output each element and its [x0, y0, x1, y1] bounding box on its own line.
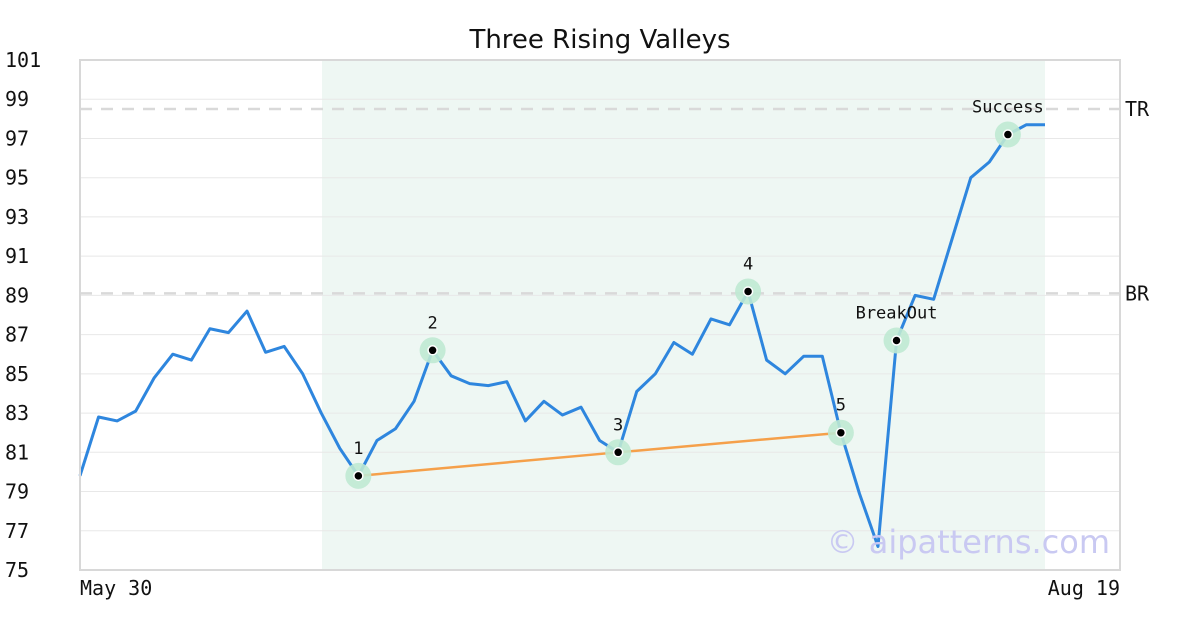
- y-tick-label: 79: [5, 480, 29, 504]
- reference-label: TR: [1125, 97, 1150, 121]
- x-tick-label-start: May 30: [80, 576, 152, 600]
- marker-label: 1: [353, 439, 363, 459]
- y-tick-label: 77: [5, 519, 29, 543]
- y-tick-label: 99: [5, 87, 29, 111]
- x-tick-label-end: Aug 19: [1048, 576, 1120, 600]
- y-tick-label: 89: [5, 283, 29, 307]
- y-tick-label: 81: [5, 440, 29, 464]
- marker-point: [835, 427, 847, 438]
- y-tick-label: 85: [5, 362, 29, 386]
- marker-point: [427, 345, 438, 356]
- marker-label: BreakOut: [856, 304, 938, 324]
- pattern-markers: 1 2 3 4 5 BreakOut Success: [345, 98, 1044, 489]
- marker-label: 2: [427, 313, 437, 333]
- pattern-window: [322, 60, 1045, 570]
- marker-label: 3: [613, 415, 623, 435]
- y-tick-label: 101: [5, 48, 41, 72]
- marker-point: [612, 447, 624, 458]
- y-axis-ticks: 75 77 79 81 83 85 87 89 91 93 95 97 99 101: [5, 48, 41, 582]
- watermark: © aipatterns.com: [827, 523, 1110, 561]
- marker-point: [891, 335, 902, 346]
- y-tick-label: 87: [5, 323, 29, 347]
- y-tick-label: 83: [5, 401, 29, 425]
- y-tick-label: 95: [5, 166, 29, 190]
- marker-label: 4: [743, 254, 753, 274]
- chart-title: Three Rising Valleys: [468, 25, 730, 55]
- y-tick-label: 97: [5, 126, 29, 150]
- marker-point: [1002, 129, 1014, 140]
- marker-label: Success: [972, 98, 1044, 118]
- y-tick-label: 93: [5, 205, 29, 229]
- marker-point: [742, 286, 754, 297]
- y-tick-label: 91: [5, 244, 29, 268]
- plot-frame: [79, 59, 1121, 571]
- reference-lines: TR BR: [80, 97, 1150, 305]
- price-series-line: [78, 123, 1045, 548]
- grid-lines: [80, 98, 1120, 532]
- marker-point: [353, 470, 364, 482]
- y-tick-label: 75: [5, 558, 29, 582]
- marker-label: 5: [836, 396, 846, 416]
- reference-label: BR: [1125, 281, 1150, 305]
